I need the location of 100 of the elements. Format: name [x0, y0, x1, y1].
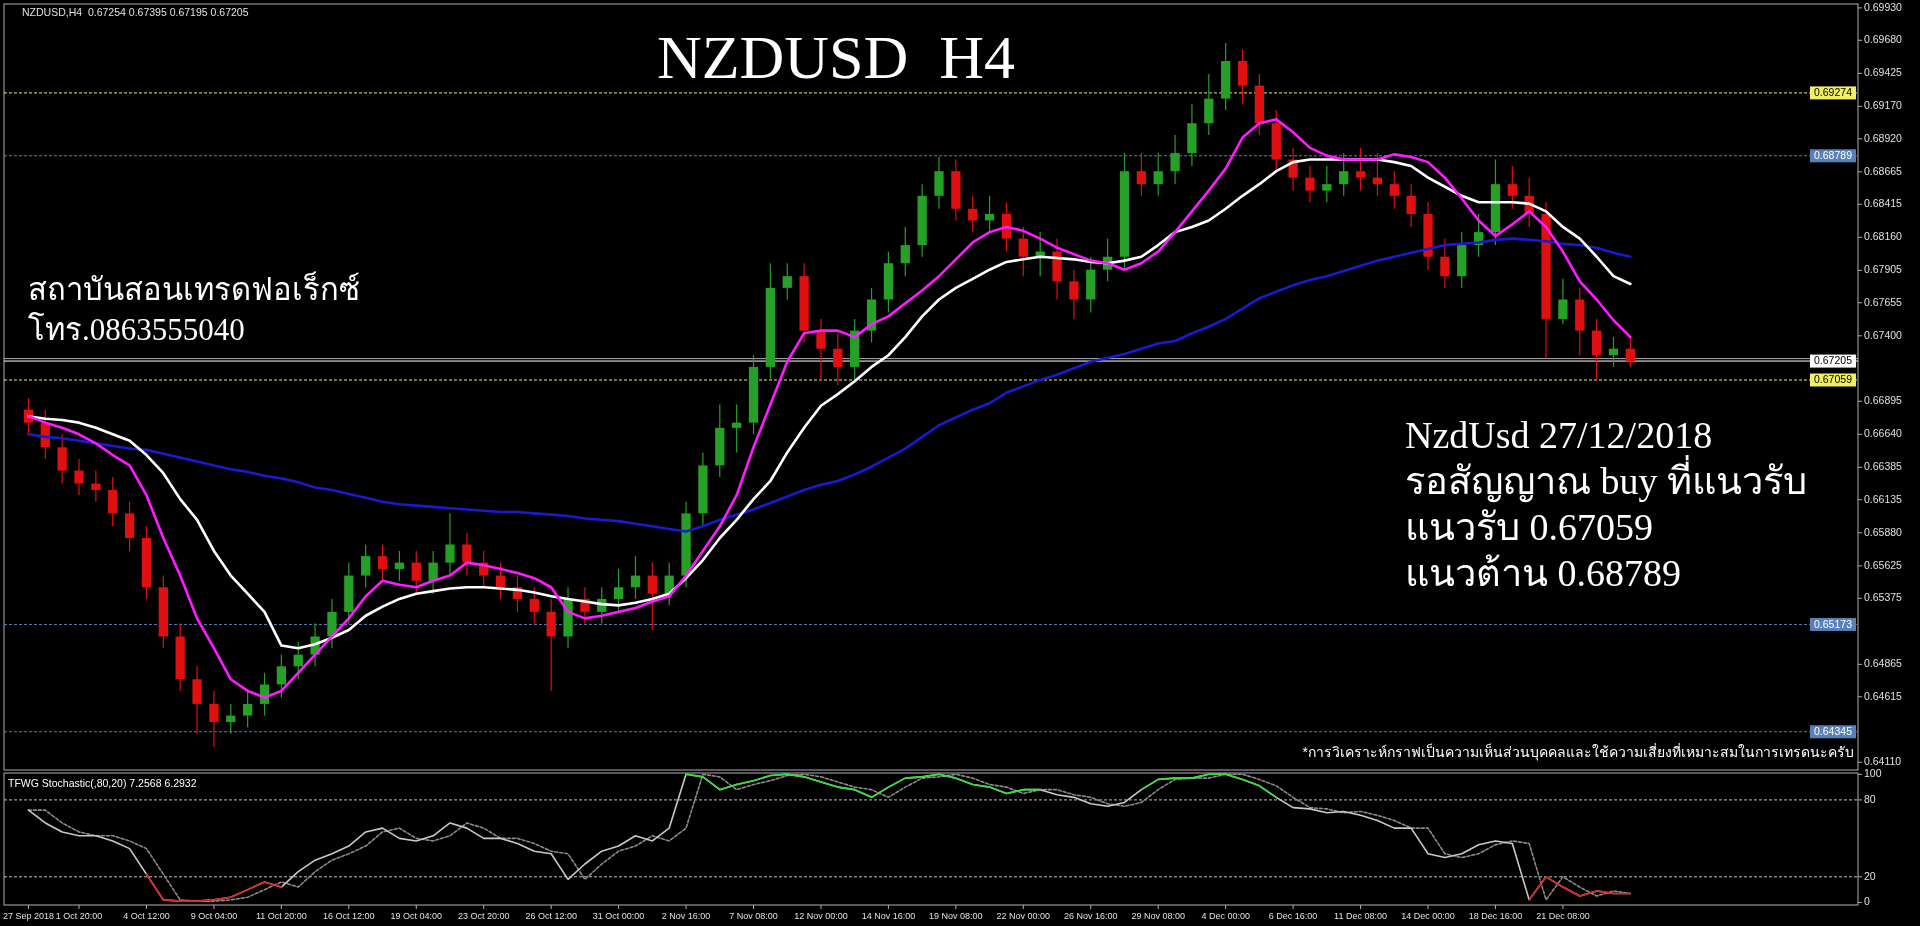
y-tick-label: 0.65375	[1864, 591, 1903, 604]
x-tick-label: 29 Nov 08:00	[1131, 911, 1185, 921]
candlestick	[968, 195, 978, 233]
candlestick	[91, 470, 101, 503]
candlestick	[1153, 152, 1163, 197]
candlestick	[529, 586, 539, 625]
y-tick-label: 0.66895	[1864, 394, 1903, 407]
x-tick-label: 19 Oct 04:00	[390, 911, 443, 921]
y-tick-label: 0	[1864, 895, 1870, 908]
candlestick	[1372, 152, 1383, 197]
y-tick-label: 0.68160	[1864, 230, 1903, 243]
candlestick	[1558, 278, 1568, 325]
y-tick-label: 0.64865	[1864, 657, 1903, 670]
candlestick	[647, 562, 657, 631]
candlestick	[1170, 134, 1180, 185]
y-tick-label: 0.69680	[1864, 33, 1903, 46]
candlestick	[1625, 336, 1635, 368]
y-tick-label: 0.69425	[1864, 66, 1903, 79]
candlestick	[293, 641, 303, 680]
candlestick	[276, 654, 286, 699]
ref-line-label: 0.65173	[1814, 617, 1853, 630]
candlestick	[833, 330, 843, 386]
x-tick-label: 23 Oct 20:00	[457, 911, 510, 921]
x-tick-label: 26 Oct 12:00	[525, 911, 577, 921]
candlestick	[377, 543, 388, 582]
x-tick-label: 11 Oct 20:00	[255, 911, 307, 921]
candlestick	[74, 458, 84, 496]
y-tick-label: 0.68415	[1864, 197, 1903, 210]
x-tick-label: 19 Nov 08:00	[929, 911, 983, 921]
y-tick-label: 0.68920	[1864, 131, 1903, 144]
x-tick-label: 26 Nov 16:00	[1063, 911, 1118, 921]
x-tick-label: 22 Nov 00:00	[996, 911, 1051, 921]
annotation: *การวิเคราะห์กราฟเป็นความเห็นส่วนบุคคลและใช้ความเสี่ยงที่เหมาะสมในการเทรดนะครับ	[1302, 743, 1854, 761]
annotation: TFWG Stochastic(,80,20) 7.2568 6.2932	[8, 777, 197, 789]
annotation: แนวต้าน 0.68789	[1405, 552, 1681, 594]
candlestick	[630, 555, 641, 600]
y-tick-label: 0.67655	[1864, 295, 1903, 308]
x-tick-label: 2 Nov 16:00	[661, 911, 711, 921]
y-tick-label: 0.69170	[1864, 99, 1903, 112]
ref-line-label: 0.64345	[1814, 725, 1853, 738]
candlestick	[1406, 183, 1416, 228]
ref-line-label: 0.67059	[1814, 373, 1853, 386]
candlestick	[984, 195, 995, 233]
y-tick-label: 20	[1864, 869, 1876, 882]
candlestick	[411, 550, 421, 595]
y-tick-label: 0.67400	[1864, 328, 1903, 341]
x-tick-label: 12 Nov 00:00	[794, 911, 848, 921]
candlestick	[732, 403, 742, 454]
x-tick-label: 6 Dec 16:00	[1268, 911, 1318, 921]
y-tick-label: 80	[1864, 792, 1876, 805]
x-tick-label: 14 Nov 16:00	[861, 911, 916, 921]
ref-line-label: 0.68789	[1814, 149, 1853, 162]
x-tick-label: 16 Oct 12:00	[323, 911, 375, 921]
candlestick	[1018, 226, 1028, 277]
candlestick	[243, 690, 253, 728]
y-tick-label: 0.65625	[1864, 558, 1903, 571]
x-tick-label: 14 Dec 00:00	[1401, 911, 1455, 921]
y-tick-label: 0.69930	[1864, 0, 1903, 13]
candlestick	[108, 476, 118, 527]
x-tick-label: 18 Dec 16:00	[1468, 911, 1523, 921]
candlestick	[445, 512, 455, 577]
y-tick-label: 0.68665	[1864, 164, 1903, 177]
candlestick	[1440, 238, 1450, 289]
candlestick	[816, 318, 826, 381]
candlestick	[900, 226, 910, 277]
candlestick	[226, 703, 236, 735]
annotation: รอสัญญาณ buy ที่แนวรับ	[1405, 455, 1807, 503]
candlestick	[613, 568, 624, 613]
y-tick-label: 0.66385	[1864, 460, 1903, 473]
candlestick	[1339, 152, 1349, 197]
chart-subtitle: NZDUSD,H4 0.67254 0.67395 0.67195 0.67205	[22, 6, 249, 18]
candlestick	[428, 550, 438, 595]
chart-title: NZDUSD H4	[656, 23, 1016, 91]
x-tick-label: 7 Nov 08:00	[729, 911, 778, 921]
x-tick-label: 4 Oct 12:00	[123, 911, 170, 921]
x-tick-label: 11 Dec 08:00	[1334, 911, 1387, 921]
annotation: แนวรับ 0.67059	[1405, 506, 1653, 548]
candlestick	[209, 690, 219, 748]
candlestick	[1322, 165, 1332, 203]
y-tick-label: 0.64110	[1864, 755, 1902, 767]
candlestick	[1355, 147, 1366, 192]
candlestick	[394, 550, 405, 582]
candlestick	[495, 562, 506, 600]
candlestick	[361, 543, 371, 588]
ref-line-label: 0.69274	[1814, 86, 1853, 99]
ref-line-label: 0.67205	[1814, 354, 1853, 367]
y-tick-label: 100	[1864, 767, 1882, 780]
candlestick	[1507, 165, 1517, 210]
x-tick-label: 1 Oct 20:00	[55, 911, 103, 921]
candlestick	[782, 262, 792, 301]
y-tick-label: 0.65880	[1864, 525, 1903, 538]
y-tick-label: 0.66640	[1864, 427, 1903, 440]
x-tick-label: 9 Oct 04:00	[190, 911, 238, 921]
candlestick	[57, 433, 67, 485]
x-tick-label: 31 Oct 00:00	[592, 911, 645, 921]
candlestick	[1136, 152, 1146, 197]
y-tick-label: 0.64615	[1864, 689, 1903, 702]
annotation: โทร.0863555040	[28, 312, 245, 347]
annotation: สถาบันสอนเทรดฟอเร็กซ์	[28, 271, 360, 307]
x-tick-label: 27 Sep 2018	[2, 911, 54, 921]
